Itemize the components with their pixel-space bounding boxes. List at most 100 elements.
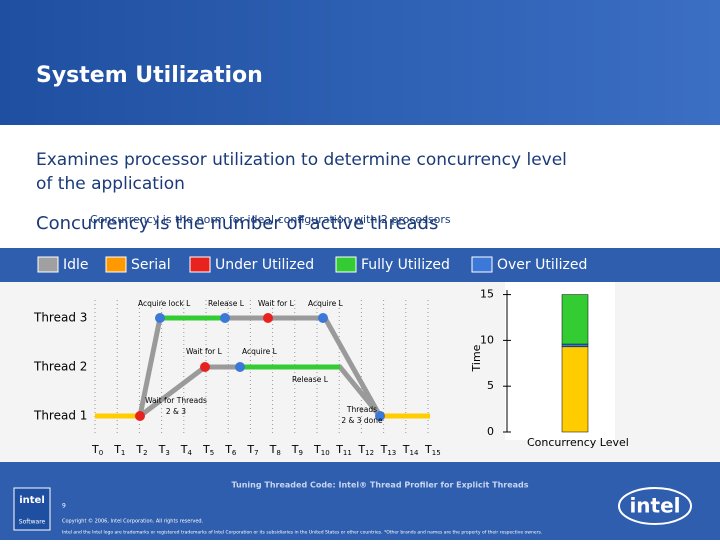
- y-tick-label: 10: [480, 333, 494, 346]
- logo-software: Software: [19, 519, 46, 526]
- time-label: T14: [402, 443, 419, 457]
- legend-swatch: [471, 256, 493, 273]
- legend-label: Over Utilized: [497, 257, 587, 273]
- x-axis-label: Concurrency Level: [527, 436, 629, 449]
- time-label: T4: [180, 443, 193, 457]
- time-label-base: T: [291, 443, 299, 456]
- time-label-sub: 12: [365, 449, 374, 457]
- time-label-base: T: [224, 443, 232, 456]
- annotation: Acquire L: [308, 299, 344, 308]
- thread-label: Thread 2: [33, 360, 87, 374]
- legend-label: Serial: [131, 257, 171, 273]
- body-text: Concurrency is the number of active thre…: [36, 213, 438, 234]
- annotation: Release L: [208, 299, 245, 308]
- annotation: Release L: [292, 375, 329, 384]
- copyright: Copyright © 2006, Intel Corporation. All…: [62, 518, 204, 525]
- time-label: T0: [91, 443, 103, 457]
- time-label-base: T: [335, 443, 343, 456]
- logo-ring: [618, 487, 692, 525]
- annotation: 2 & 3 done: [341, 416, 383, 425]
- time-label-sub: 1: [121, 449, 125, 457]
- time-label-base: T: [357, 443, 365, 456]
- time-label-base: T: [246, 443, 254, 456]
- time-label-sub: 0: [99, 449, 103, 457]
- body-text: of the application: [36, 174, 185, 194]
- time-label-sub: 10: [321, 449, 330, 457]
- time-label-sub: 4: [188, 449, 193, 457]
- time-label: T12: [357, 443, 374, 457]
- time-label: T11: [335, 443, 352, 457]
- y-tick-label: 5: [487, 379, 494, 392]
- time-label-sub: 3: [165, 449, 169, 457]
- annotation: Wait for L: [186, 347, 223, 356]
- body-bg: [0, 125, 720, 248]
- time-label: T15: [424, 443, 441, 457]
- footer-band: [0, 462, 720, 540]
- time-label-base: T: [402, 443, 410, 456]
- thread-label: Thread 3: [33, 311, 87, 325]
- time-label-sub: 7: [254, 449, 258, 457]
- annotation: Wait for Threads: [145, 396, 207, 405]
- bar-segment: [561, 294, 589, 345]
- time-label: T2: [135, 443, 147, 457]
- legend-swatch: [335, 256, 357, 273]
- time-label: T9: [291, 443, 303, 457]
- time-label: T5: [202, 443, 214, 457]
- time-label-sub: 2: [143, 449, 147, 457]
- annotation: Acquire lock L: [138, 299, 191, 308]
- bar-segment: [561, 343, 589, 348]
- time-label-sub: 15: [432, 449, 441, 457]
- annotations: Acquire lock L Release L Wait for L Acquire…: [138, 299, 383, 425]
- trademark: Intel and the Intel logo are trademarks …: [62, 530, 542, 536]
- y-tick-label: 15: [480, 288, 494, 301]
- time-label-sub: 13: [387, 449, 396, 457]
- chart-bg: [505, 282, 615, 440]
- time-label-base: T: [135, 443, 143, 456]
- legend-swatch: [105, 256, 127, 273]
- time-label-sub: 9: [299, 449, 303, 457]
- time-label-base: T: [180, 443, 188, 456]
- time-label-base: T: [269, 443, 277, 456]
- legend: Idle Serial Under Utilized Fully Utilized Ov…: [37, 256, 587, 273]
- y-tick-label: 0: [487, 425, 494, 438]
- time-label-base: T: [202, 443, 210, 456]
- annotation: Acquire L: [242, 347, 278, 356]
- time-label-base: T: [91, 443, 99, 456]
- body-text: Examines processor utilization to determ…: [36, 150, 567, 170]
- time-label: T1: [113, 443, 125, 457]
- time-label: T10: [313, 443, 330, 457]
- legend-label: Under Utilized: [215, 257, 314, 273]
- annotation: Threads: [346, 405, 377, 414]
- time-label: T8: [269, 443, 281, 457]
- y-axis-label: Time: [470, 344, 483, 372]
- time-label-sub: 6: [232, 449, 237, 457]
- time-label: T3: [158, 443, 170, 457]
- time-label-base: T: [113, 443, 121, 456]
- legend-swatch: [189, 256, 211, 273]
- bar-segment: [561, 346, 589, 433]
- course-title: Tuning Threaded Code: Intel® Thread Prof…: [231, 481, 528, 490]
- thread-labels: Thread 3 Thread 2 Thread 1: [33, 311, 87, 423]
- page-number: 9: [62, 503, 66, 510]
- time-label-sub: 5: [210, 449, 214, 457]
- logo-small: intel: [19, 495, 45, 506]
- time-label-base: T: [158, 443, 166, 456]
- legend-swatch: [37, 256, 59, 273]
- annotation: Wait for L: [258, 299, 295, 308]
- title: System Utilization: [36, 63, 263, 88]
- time-label: T13: [380, 443, 397, 457]
- time-label: T6: [224, 443, 237, 457]
- legend-label: Idle: [63, 257, 89, 273]
- time-label-sub: 11: [343, 449, 352, 457]
- time-label-base: T: [424, 443, 432, 456]
- time-label-base: T: [380, 443, 388, 456]
- annotation: 2 & 3: [166, 407, 186, 416]
- time-label-sub: 14: [410, 449, 419, 457]
- time-label-sub: 8: [276, 449, 280, 457]
- header-band: [0, 0, 720, 125]
- thread-paths: [95, 313, 430, 421]
- time-label: T7: [246, 443, 258, 457]
- logo-box: [13, 487, 51, 531]
- overlay-text: Concurrency is the norm for ideal config…: [90, 213, 451, 226]
- legend-label: Fully Utilized: [361, 257, 450, 273]
